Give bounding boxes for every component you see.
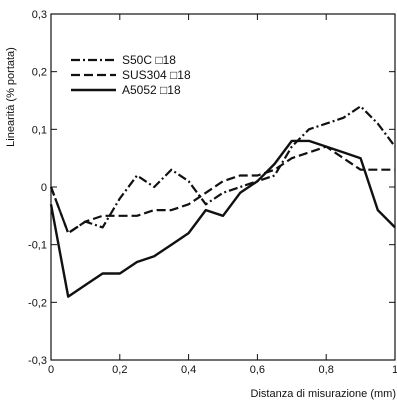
y-tick-label: -0,2 [28, 297, 47, 309]
y-tick-label: 0,3 [32, 9, 47, 21]
x-tick-label: 0,6 [250, 364, 265, 376]
x-tick-label: 0,2 [112, 364, 127, 376]
x-axis-ticks: 0 0,2 0,4 0,6 0,8 1 [48, 14, 397, 376]
legend-label: S50C □18 [122, 53, 176, 67]
x-axis-label: Distanza di misurazione (mm) [251, 388, 396, 400]
y-tick-label: -0,1 [28, 240, 47, 252]
y-tick-label: 0 [41, 182, 47, 194]
y-tick-label: 0,2 [32, 67, 47, 79]
legend-label: A5052 □18 [122, 83, 181, 97]
y-axis-label: Linearità (% portata) [5, 47, 17, 147]
series-line-1 [49, 105, 396, 235]
x-tick-label: 0 [48, 364, 54, 376]
series-line-3 [49, 139, 396, 298]
x-tick-label: 1 [392, 364, 397, 376]
series-layer [49, 105, 396, 298]
x-tick-label: 0,4 [181, 364, 196, 376]
legend-label: SUS304 □18 [122, 68, 191, 82]
plot-frame [50, 13, 396, 361]
x-tick-label: 0,8 [319, 364, 334, 376]
y-tick-label: 0,1 [32, 124, 47, 136]
y-tick-label: -0,3 [28, 355, 47, 367]
series-line-2 [49, 145, 395, 235]
